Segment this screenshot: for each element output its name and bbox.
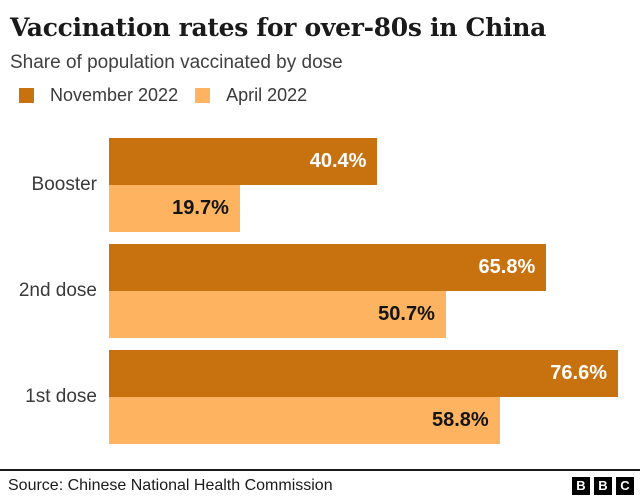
legend-label-november: November 2022 [50, 85, 179, 106]
bbc-logo: B B C [572, 476, 634, 495]
legend-swatch-april [195, 88, 211, 104]
bar-group-1st-dose: 1st dose 76.6% 58.8% [10, 350, 628, 445]
bar-value-booster-april: 19.7% [172, 197, 229, 220]
bar-booster-april: 19.7% [109, 185, 240, 233]
legend-item-november-2022: November 2022 [19, 85, 178, 106]
category-label-2nd-dose: 2nd dose [18, 280, 97, 302]
bar-value-1st-dose-november: 76.6% [550, 362, 607, 385]
bar-1st-dose-april: 58.8% [109, 397, 500, 445]
bbc-logo-letter-b1: B [572, 476, 590, 495]
chart-subtitle: Share of population vaccinated by dose [10, 52, 343, 74]
bar-group-2nd-dose: 2nd dose 65.8% 50.7% [10, 244, 628, 339]
legend-item-april-2022: April 2022 [195, 85, 307, 106]
legend-label-april: April 2022 [226, 85, 308, 106]
category-label-booster: Booster [31, 174, 97, 196]
bar-group-booster: Booster 40.4% 19.7% [10, 138, 628, 233]
bbc-logo-letter-b2: B [594, 476, 612, 495]
bbc-logo-letter-c: C [616, 476, 634, 495]
bar-1st-dose-november: 76.6% [109, 350, 618, 398]
bar-chart: Booster 40.4% 19.7% 2nd dose 65.8% 50.7% [10, 138, 628, 445]
bar-2nd-dose-november: 65.8% [109, 244, 547, 292]
bar-track: 40.4% 19.7% [109, 138, 618, 233]
bar-value-2nd-dose-november: 65.8% [478, 256, 536, 279]
bar-booster-november: 40.4% [109, 138, 378, 186]
source-attribution: Source: Chinese National Health Commissi… [8, 476, 333, 494]
category-label-1st-dose: 1st dose [25, 386, 97, 408]
bar-value-1st-dose-april: 58.8% [432, 409, 489, 432]
chart-title: Vaccination rates for over-80s in China [10, 13, 546, 42]
chart-card: Vaccination rates for over-80s in China … [10, 13, 628, 445]
bar-track: 65.8% 50.7% [109, 244, 618, 339]
bar-track: 76.6% 58.8% [109, 350, 618, 445]
bar-value-2nd-dose-april: 50.7% [378, 303, 435, 326]
footer: Source: Chinese National Health Commissi… [0, 469, 640, 500]
bar-2nd-dose-april: 50.7% [109, 291, 446, 339]
bar-value-booster-november: 40.4% [309, 150, 367, 173]
legend-swatch-november [19, 88, 34, 104]
legend: November 2022 April 2022 [10, 85, 628, 106]
